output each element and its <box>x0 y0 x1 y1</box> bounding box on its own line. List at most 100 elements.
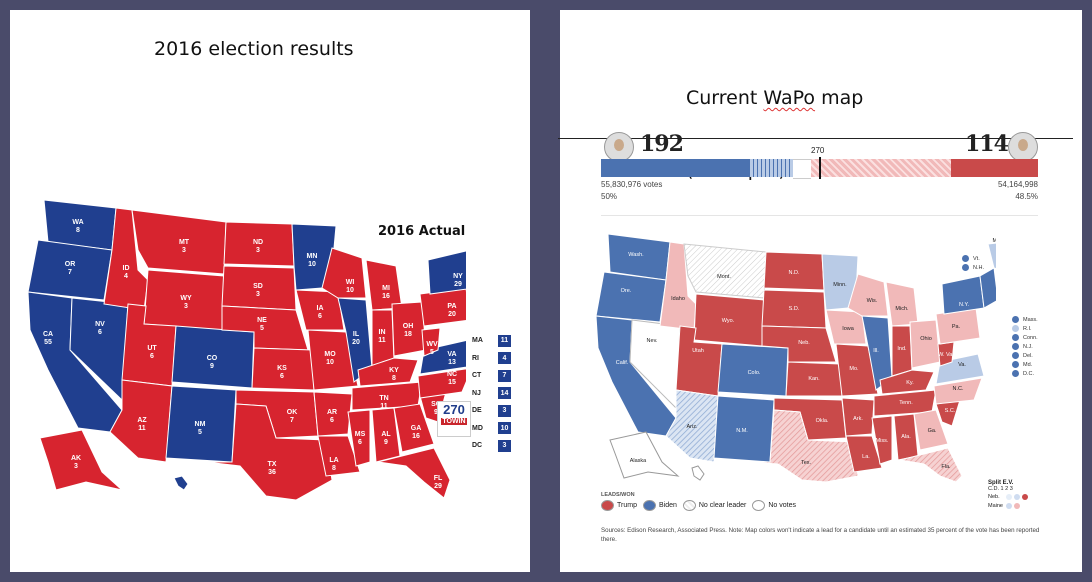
status-dot <box>1012 334 1019 341</box>
state-label-ut: UT <box>147 345 157 352</box>
small-states-legend: MA 11 RI 4 CT 7 NJ 14 DE 3 MD 10 DC 3 <box>472 332 511 455</box>
split-row-label: Maine <box>988 502 1003 509</box>
small-state-ev: 4 <box>498 352 511 365</box>
state-ny <box>941 275 985 315</box>
state-ev-mn: 10 <box>308 261 316 268</box>
state-alaska <box>609 431 680 479</box>
ne-state-ri: R.I. <box>1012 324 1032 333</box>
ne-small-legend: Vt. N.H. <box>962 254 984 272</box>
state-label-ar: AR <box>327 409 337 416</box>
trump-avatar <box>1008 132 1038 162</box>
state-WV <box>421 327 441 357</box>
map-label-tex: Tex. <box>801 460 812 466</box>
small-state-ev: 3 <box>498 404 511 417</box>
state-mich <box>885 281 919 327</box>
state-AK <box>39 429 124 491</box>
state-label-sc: SC <box>431 401 441 408</box>
ne-state-mass: Mass. <box>1012 315 1038 324</box>
state-label-va: VA <box>447 351 456 358</box>
state-ev-wa: 8 <box>76 227 80 234</box>
legend-label: No clear leader <box>698 502 747 509</box>
map-label-ariz: Ariz. <box>687 424 698 430</box>
ne-state-label: N.J. <box>1023 343 1033 350</box>
map-label-calif: Calif. <box>616 360 629 366</box>
map-label-ny: N.Y. <box>959 302 969 308</box>
map-label-tenn: Tenn. <box>899 400 913 406</box>
state-label-co: CO <box>207 355 218 362</box>
state-label-nd: ND <box>253 239 263 246</box>
map-label-nev: Nev. <box>647 338 658 344</box>
state-maine <box>987 242 996 270</box>
state-ohio <box>909 319 941 369</box>
map-label-nc: N.C. <box>953 386 964 392</box>
state-label-wv: WV <box>426 341 438 348</box>
state-ev-pa: 20 <box>448 311 456 318</box>
small-state-ev: 11 <box>498 334 511 347</box>
map-label-alaska: Alaska <box>630 458 647 464</box>
trump-votes: 54,164,998 <box>997 180 1038 189</box>
state-ev-nm: 5 <box>198 429 202 436</box>
state-ev-la: 8 <box>332 465 336 472</box>
state-ev-id: 4 <box>124 273 128 280</box>
map-label-fla: Fla. <box>941 464 951 470</box>
map-label-minn: Minn. <box>833 282 847 288</box>
map-label-ky: Ky. <box>906 380 914 386</box>
state-ev-nc: 15 <box>448 379 456 386</box>
state-label-ia: IA <box>317 305 324 312</box>
state-ev-wi: 10 <box>346 287 354 294</box>
status-dot <box>1012 370 1019 377</box>
small-state-row: DE 3 <box>472 402 511 420</box>
legend-swatch <box>601 500 614 511</box>
threshold-label: 270 <box>811 146 825 155</box>
state-ev-wv: 5 <box>430 349 434 356</box>
small-state-row: RI 4 <box>472 350 511 368</box>
state-ga <box>913 409 949 451</box>
map-label-idaho: Idaho <box>671 296 685 302</box>
state-label-sd: SD <box>253 283 263 290</box>
state-ev-ut: 6 <box>150 353 154 360</box>
state-label-mo: MO <box>324 351 336 358</box>
separator <box>601 215 1038 216</box>
legend-swatch <box>642 500 656 511</box>
map-current-results: Wash. Ore. Calif. Nev. Idaho Mont. Wyo. Utah Ari… <box>596 233 996 482</box>
small-state-row: MA 11 <box>472 332 511 350</box>
state-label-il: IL <box>353 331 360 338</box>
ne-state-vt: Vt. <box>962 254 980 263</box>
state-label-oh: OH <box>403 323 414 330</box>
ne-state-nh: N.H. <box>962 263 984 272</box>
ne-right-legend: Mass. R.I. Conn. N.J. Del. Md. D.C. <box>1012 315 1038 378</box>
legend-item-trump: Trump <box>601 500 637 511</box>
small-state-row: MD 10 <box>472 420 511 438</box>
state-nc <box>933 377 983 405</box>
map-label-colo: Colo. <box>748 370 761 376</box>
small-state-ev: 3 <box>498 439 511 452</box>
map-label-ore: Ore. <box>621 288 632 294</box>
map-label-mich: Mich. <box>895 306 909 312</box>
state-label-fl: FL <box>434 475 443 482</box>
biden-votes: 55,830,976 votes <box>601 180 663 189</box>
map-label-ga: Ga. <box>928 428 937 434</box>
status-dot <box>962 264 969 271</box>
state-ark <box>841 397 875 437</box>
state-ev-wy: 3 <box>184 303 188 310</box>
left-slide: 2016 election results <box>10 10 530 572</box>
sources-note: Sources: Edison Research, Associated Pre… <box>601 527 1040 543</box>
status-dot <box>1012 325 1019 332</box>
state-ev-co: 9 <box>210 363 214 370</box>
split-ev-legend: Split E.V. C.D. 1 2 3 Neb. Maine <box>988 480 1030 510</box>
state-label-la: LA <box>329 457 338 464</box>
legend-items: Trump Biden No clear leader No votes <box>601 500 796 511</box>
biden-percent: 50% <box>601 192 618 201</box>
map-label-nd: N.D. <box>789 270 800 276</box>
ne-state-label: Del. <box>1023 352 1033 359</box>
map-label-sd: S.D. <box>789 306 800 312</box>
legend-item-no-clear-leader: No clear leader <box>682 500 747 511</box>
legend-swatch <box>752 500 766 511</box>
270towin-logo: 270 TOWIN <box>437 401 471 437</box>
trump-electoral-votes: 114 <box>965 131 1009 157</box>
state-ev-tx: 36 <box>268 469 276 476</box>
state-label-tx: TX <box>268 461 277 468</box>
state-label-nc: NC <box>447 371 457 378</box>
legend-item-biden: Biden <box>642 500 677 511</box>
state-ev-tn: 11 <box>380 403 388 410</box>
